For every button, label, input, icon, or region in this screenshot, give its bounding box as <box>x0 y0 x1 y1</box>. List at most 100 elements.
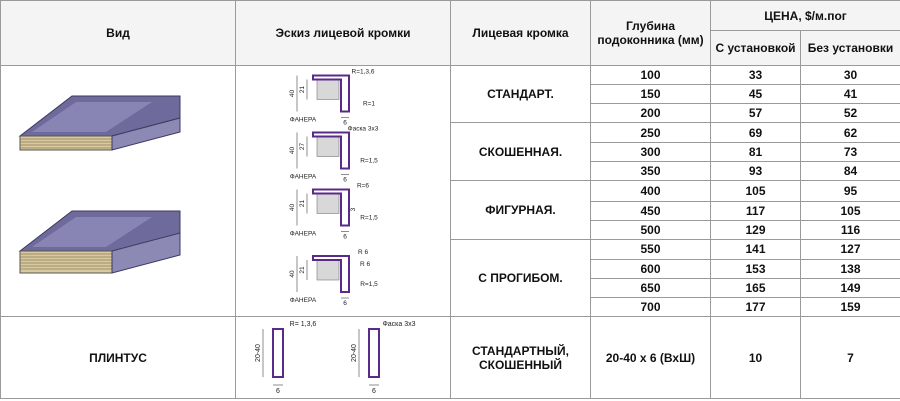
depth: 150 <box>590 84 711 104</box>
price-with-install: 165 <box>710 278 801 298</box>
plinth-type: ПЛИНТУС <box>0 316 236 399</box>
row: СКОШЕННАЯ. 250 69 62 <box>1 121 900 182</box>
sketch-label: 40 <box>289 204 296 212</box>
edge-type: СТАНДАРТ. <box>450 65 591 123</box>
price-without-install: 62 <box>799 121 900 144</box>
plinth-price-without-install: 7 <box>799 316 900 399</box>
depth: 500 <box>590 219 711 240</box>
illustration <box>18 95 180 274</box>
type-cell <box>0 65 236 317</box>
depth: 300 <box>590 142 711 163</box>
price-with-install: 141 <box>710 238 801 261</box>
sketch-label: R=1,5 <box>360 281 378 288</box>
depth: 350 <box>590 161 711 182</box>
sketch-label: 6 <box>372 388 376 395</box>
edge-profile <box>311 255 350 293</box>
depth: 450 <box>590 200 711 221</box>
sketch-label: 20-40 <box>255 344 262 362</box>
sketch-label: 40 <box>289 90 296 98</box>
sketch-label: 6 <box>343 234 347 241</box>
row: 200 57 52 <box>1 103 900 123</box>
price-with-install: 105 <box>710 180 801 202</box>
price-with-install: 81 <box>710 142 801 163</box>
plywood <box>316 259 339 281</box>
header-price: ЦЕНА, $/м.пог <box>709 0 900 31</box>
sketch-label: 6 <box>343 120 347 127</box>
edge-type: СКОШЕННАЯ. <box>450 121 591 182</box>
edge-type: ФИГУРНАЯ. <box>450 180 591 240</box>
plywood <box>316 79 339 100</box>
price-with-install: 153 <box>710 259 801 279</box>
edge-profile <box>311 74 350 113</box>
depth: 400 <box>590 180 711 202</box>
price-with-install: 177 <box>710 297 801 317</box>
depth: 700 <box>590 297 711 317</box>
price-without-install: 95 <box>799 180 900 202</box>
plinth-sketch-cell: R= 1,3,6 20-40 6 Фаска 3х3 20-40 6 <box>235 316 451 399</box>
sketch-label: R 6 <box>357 249 368 256</box>
sketch-label: 40 <box>289 147 296 155</box>
sketch-label: ФАНЕРА <box>289 174 316 181</box>
slab-top-light <box>31 102 152 132</box>
price-with-install: 129 <box>710 219 801 240</box>
depth: 250 <box>590 121 711 144</box>
sketch-label: 21 <box>299 86 306 94</box>
price-without-install: 52 <box>799 103 900 123</box>
row: 650 165 149 <box>1 278 900 298</box>
depth: 600 <box>590 259 711 279</box>
sketch-label: 40 <box>289 270 296 278</box>
sketch-label: 6 <box>276 388 280 395</box>
header-type: Вид <box>0 0 236 66</box>
price-without-install: 149 <box>799 278 900 298</box>
edge-profile <box>311 131 350 170</box>
sketch-label: 6 <box>343 177 347 184</box>
sketch-label: ФАНЕРА <box>289 117 316 124</box>
sketch-label: R=1 <box>362 101 374 108</box>
price-without-install: 116 <box>799 219 900 240</box>
sketch-label: Фаска 3х3 <box>382 321 415 328</box>
row: 350 93 84 <box>1 161 900 182</box>
plinth-profile <box>367 328 380 378</box>
plinth-depth: 20-40 х 6 (ВхШ) <box>590 316 711 399</box>
price-without-install: 73 <box>799 142 900 163</box>
price-without-install: 159 <box>799 297 900 317</box>
sketch-label: 20-40 <box>351 344 358 362</box>
plinth-row: ПЛИНТУС R= 1,3,6 20-40 6 Фаска 3х3 20-40 6 СТАН… <box>0 316 900 399</box>
depth: 100 <box>590 65 711 85</box>
row: 150 45 41 <box>1 84 900 104</box>
price-without-install: 138 <box>799 259 900 279</box>
row: 500 129 116 <box>1 219 900 240</box>
slab-top-light <box>31 217 152 247</box>
price-with-install: 57 <box>710 103 801 123</box>
plinth-edge: СТАНДАРТНЫЙ, СКОШЕННЫЙ <box>450 316 591 399</box>
depth: 550 <box>590 238 711 261</box>
header-without-install: Без установки <box>799 30 900 66</box>
price-without-install: 84 <box>799 161 900 182</box>
sketch-label: R= 1,3,6 <box>289 321 316 328</box>
row: 700 177 159 <box>1 297 900 317</box>
price-without-install: 41 <box>799 84 900 104</box>
price-without-install: 30 <box>799 65 900 85</box>
header-depth: Глубина подоконника (мм) <box>590 0 711 66</box>
plinth-price-with-install: 10 <box>710 316 801 399</box>
slab-side <box>111 117 180 151</box>
price-with-install: 45 <box>710 84 801 104</box>
edge-type: С ПРОГИБОМ. <box>450 238 591 318</box>
row: R=1,3,6 40 21 R=1 ФАНЕРА 6 Фаска 3х3 40 27 R=1,5 Ф… <box>0 65 900 317</box>
price-without-install: 127 <box>799 238 900 261</box>
depth: 650 <box>590 278 711 298</box>
sketch-label: 27 <box>299 143 306 151</box>
depth: 200 <box>590 103 711 123</box>
sketch-label: R=1,3,6 <box>351 69 374 76</box>
slab-side <box>111 232 180 274</box>
edge-profile <box>311 188 350 227</box>
table-body: R=1,3,6 40 21 R=1 ФАНЕРА 6 Фаска 3х3 40 27 R=1,5 Ф… <box>0 65 900 399</box>
sketch-label: ФАНЕРА <box>289 297 316 304</box>
sketch-label: R=6 <box>356 183 368 190</box>
plywood <box>316 193 339 214</box>
row: С ПРОГИБОМ. 550 141 127 <box>1 238 900 318</box>
price-with-install: 93 <box>710 161 801 182</box>
